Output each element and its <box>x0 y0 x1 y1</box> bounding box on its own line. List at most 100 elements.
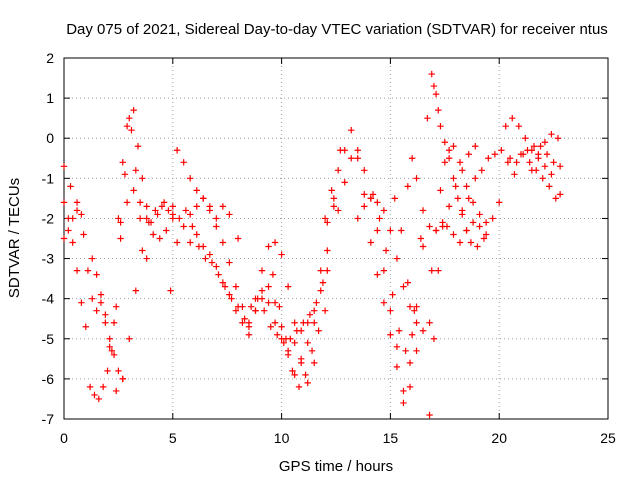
data-point <box>108 347 116 355</box>
data-point <box>163 227 170 234</box>
y-tick-label: -1 <box>42 170 55 186</box>
data-point <box>417 235 425 242</box>
data-point <box>280 339 287 346</box>
data-point <box>165 207 172 214</box>
data-point <box>145 219 153 226</box>
data-point <box>97 299 105 306</box>
data-point <box>441 139 448 146</box>
data-point <box>60 235 68 242</box>
plot-frame <box>63 57 609 420</box>
data-point <box>387 331 394 338</box>
series-18 <box>404 143 479 234</box>
series-13 <box>321 127 427 395</box>
data-point <box>430 82 438 90</box>
data-point <box>136 215 144 222</box>
data-point <box>369 191 377 198</box>
data-point <box>311 319 318 326</box>
data-point <box>472 175 479 182</box>
data-point <box>354 215 361 222</box>
data-point <box>411 307 418 314</box>
data-point <box>284 351 292 359</box>
data-point <box>334 167 342 174</box>
data-point <box>465 151 472 158</box>
data-point <box>110 351 118 359</box>
data-point <box>115 215 122 222</box>
series-7 <box>167 195 242 294</box>
series-22 <box>459 147 518 214</box>
series-25 <box>517 143 564 170</box>
data-point <box>89 255 96 262</box>
data-point <box>485 155 492 162</box>
data-point <box>304 319 311 326</box>
data-point <box>361 203 368 210</box>
data-point <box>130 187 137 194</box>
data-point <box>348 127 355 134</box>
data-point <box>456 239 464 246</box>
data-point <box>456 159 464 166</box>
data-point <box>324 247 331 254</box>
data-point <box>406 359 414 367</box>
data-point <box>554 135 562 142</box>
x-tick-label: 20 <box>491 430 507 446</box>
data-point <box>271 299 279 306</box>
data-point <box>404 183 412 190</box>
data-point <box>291 319 298 326</box>
data-point <box>97 291 105 298</box>
data-point <box>400 399 407 407</box>
data-point <box>391 195 398 202</box>
data-point <box>548 171 555 178</box>
data-point <box>82 323 89 330</box>
data-point <box>160 199 168 206</box>
data-point <box>219 279 227 286</box>
data-point <box>445 147 453 154</box>
data-point <box>60 199 68 206</box>
series-3 <box>86 106 168 403</box>
data-point <box>550 159 557 166</box>
data-point <box>128 127 135 134</box>
data-point <box>413 347 420 355</box>
data-point <box>517 151 525 158</box>
data-point <box>413 303 420 310</box>
data-point <box>435 267 442 274</box>
data-point <box>143 203 150 210</box>
data-point <box>106 343 113 350</box>
series-19 <box>426 219 490 419</box>
data-point <box>387 307 394 314</box>
data-point <box>489 215 496 222</box>
data-point <box>221 283 229 290</box>
data-point <box>86 383 94 391</box>
data-point <box>393 363 401 371</box>
data-point <box>258 287 266 294</box>
data-point <box>295 383 303 391</box>
y-tick-label: 1 <box>46 90 54 106</box>
series-5 <box>113 203 176 395</box>
series-9 <box>173 147 331 355</box>
data-point <box>245 331 253 338</box>
data-points <box>60 70 564 419</box>
data-point <box>65 215 72 222</box>
data-point <box>474 243 481 250</box>
data-point <box>65 227 72 234</box>
data-point <box>450 143 457 150</box>
data-point <box>297 355 305 363</box>
data-point <box>258 267 266 274</box>
data-point <box>406 303 414 310</box>
data-point <box>173 239 181 246</box>
data-point <box>247 303 255 310</box>
data-point <box>426 411 433 419</box>
data-point <box>117 235 124 242</box>
data-point <box>419 327 427 334</box>
grid <box>64 58 608 419</box>
data-point <box>428 267 435 274</box>
y-tick-label: -6 <box>42 371 55 387</box>
data-point <box>123 199 131 206</box>
data-point <box>180 223 187 230</box>
data-point <box>408 331 416 338</box>
series-0 <box>60 122 150 350</box>
data-point <box>476 211 483 218</box>
data-point <box>472 143 479 150</box>
data-point <box>267 323 274 330</box>
data-point <box>413 319 420 326</box>
series-1 <box>60 207 85 242</box>
